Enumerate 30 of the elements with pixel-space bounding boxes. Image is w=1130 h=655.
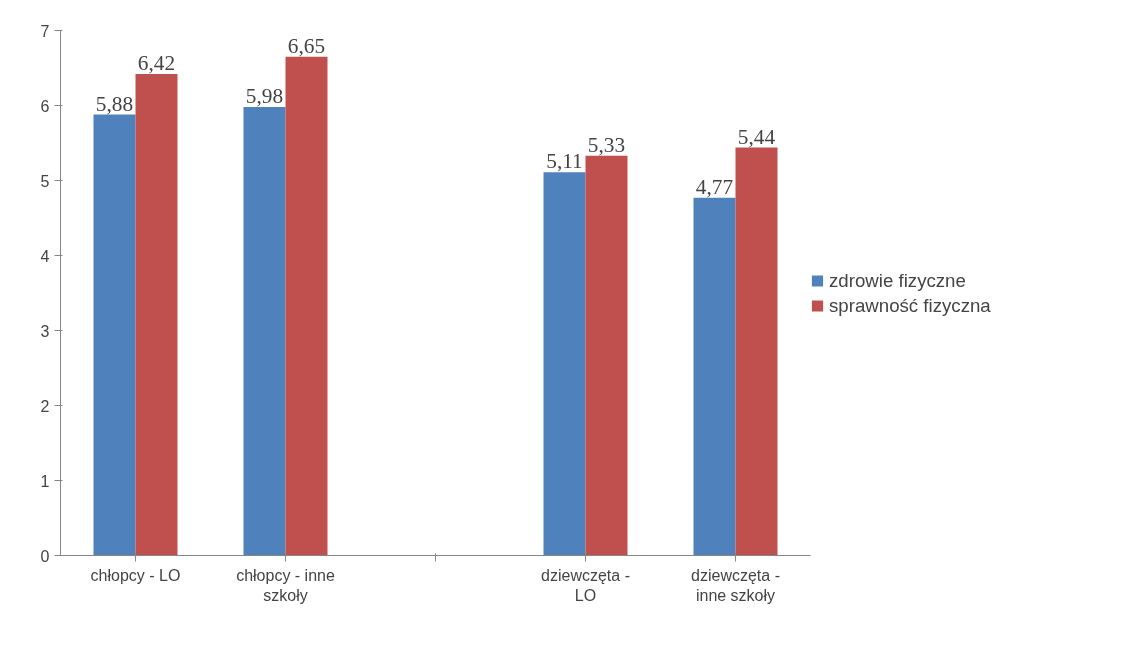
bar <box>735 147 778 556</box>
legend-label: zdrowie fizyczne <box>829 269 966 291</box>
data-label: 4,77 <box>695 174 734 199</box>
data-label: 5,98 <box>245 84 284 108</box>
x-tick-label: dziewczęta - inne szkoły <box>691 566 780 604</box>
bar <box>585 155 628 556</box>
legend-label: sprawność fizyczna <box>829 294 991 316</box>
y-tick-label: 4 <box>40 247 50 265</box>
y-tick-label: 1 <box>40 472 50 490</box>
bar <box>93 114 136 556</box>
y-tick-label: 3 <box>40 322 50 340</box>
data-label: 5,44 <box>737 124 776 149</box>
data-label: 5,11 <box>546 149 583 174</box>
bar <box>135 74 178 556</box>
y-tick-label: 6 <box>40 97 50 115</box>
bar <box>693 197 736 556</box>
data-label: 6,65 <box>287 33 326 58</box>
data-label: 5,88 <box>95 91 134 116</box>
y-tick-label: 0 <box>40 547 50 565</box>
x-tick-label: dziewczęta - LO <box>541 566 630 604</box>
x-tick-label: chłopcy - inne szkoły <box>236 566 335 604</box>
bar <box>543 172 586 556</box>
y-tick-label: 5 <box>40 172 50 190</box>
y-tick-label: 7 <box>40 22 50 40</box>
x-tick-label: chłopcy - LO <box>90 566 181 584</box>
data-label: 6,42 <box>137 51 176 75</box>
bar <box>285 56 328 556</box>
data-label: 5,33 <box>587 132 626 157</box>
y-tick-label: 2 <box>40 397 50 415</box>
bar <box>243 107 286 556</box>
